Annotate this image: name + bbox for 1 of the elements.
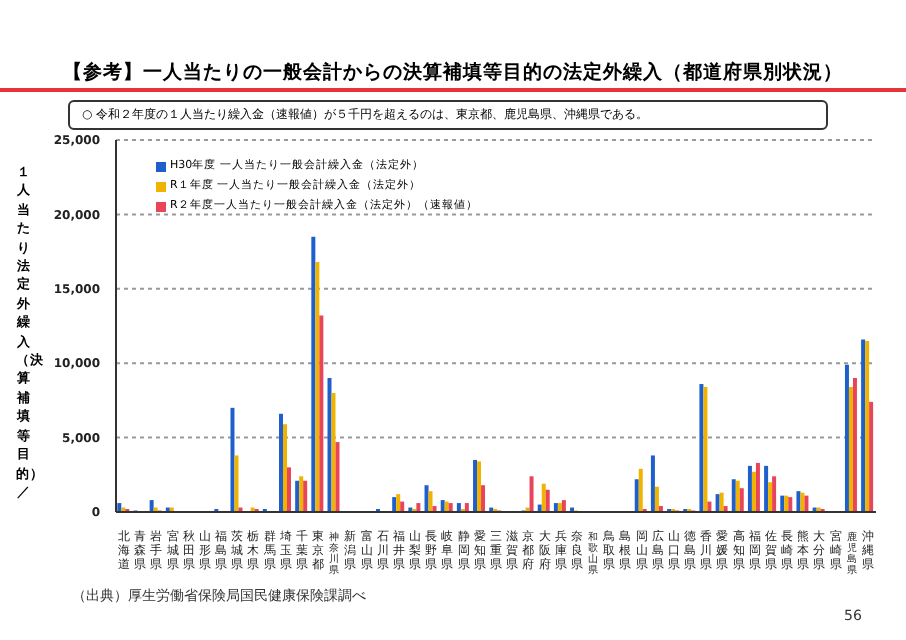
chart-title: 【参考】一人当たりの一般会計からの決算補填等目的の法定外繰入（都道府県別状況） <box>61 60 845 86</box>
